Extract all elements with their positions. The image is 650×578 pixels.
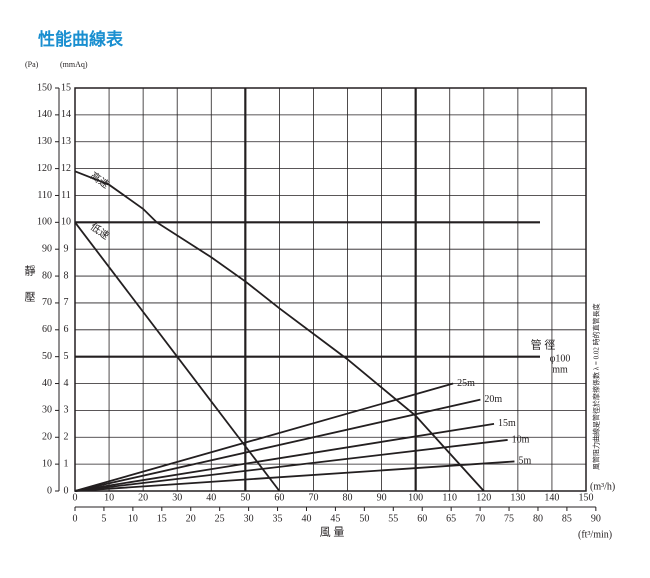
- x2-tick-label: 50: [359, 513, 369, 524]
- y2-tick-label: 40: [42, 378, 52, 389]
- y2-tick-label: 100: [37, 217, 52, 228]
- series-label: 15m: [498, 418, 516, 429]
- x2-tick-label: 10: [128, 513, 138, 524]
- x2-tick-label: 45: [330, 513, 340, 524]
- x2-tick-label: 25: [215, 513, 225, 524]
- note: 風管阻力曲線是管徑於摩擦係數 λ = 0.02 時的直管長度: [592, 303, 601, 470]
- series-label: 高速: [88, 169, 112, 191]
- y2-tick-label: 20: [42, 432, 52, 443]
- y2-tick-label: 0: [47, 485, 52, 496]
- y-tick-label: 8: [64, 270, 69, 281]
- y-tick-label: 14: [61, 109, 71, 120]
- y-tick-label: 2: [64, 432, 69, 443]
- y-tick-label: 7: [64, 297, 69, 308]
- y-tick-label: 13: [61, 136, 71, 147]
- y-tick-label: 9: [64, 243, 69, 254]
- series-line: [74, 170, 485, 492]
- diameter-label: φ100: [550, 353, 571, 364]
- series-label: 20m: [484, 394, 502, 405]
- pipe-label: 管 徑: [531, 338, 556, 352]
- y2-tick-label: 70: [42, 297, 52, 308]
- x-tick-label: 90: [377, 492, 387, 503]
- x2-unit: (ft³/min): [578, 529, 612, 540]
- y-tick-label: 5: [64, 351, 69, 362]
- x-tick-label: 80: [343, 492, 353, 503]
- diameter-unit: mm: [552, 364, 568, 375]
- y-tick-label: 4: [64, 378, 69, 389]
- x2-tick-label: 80: [533, 513, 543, 524]
- y2-tick-label: 120: [37, 163, 52, 174]
- y2-tick-label: 80: [42, 270, 52, 281]
- y2-tick-label: 60: [42, 324, 52, 335]
- y-tick-label: 0: [64, 485, 69, 496]
- y-tick-label: 11: [61, 190, 71, 201]
- y2-tick-label: 150: [37, 82, 52, 93]
- chart-title: 性能曲線表: [38, 29, 124, 50]
- x-tick-label: 50: [240, 492, 250, 503]
- x2-tick-label: 75: [504, 513, 514, 524]
- x2-tick-label: 70: [475, 513, 485, 524]
- y2-tick-label: 140: [37, 109, 52, 120]
- x-tick-label: 40: [206, 492, 216, 503]
- x-tick-label: 110: [442, 492, 457, 503]
- plot-frame: [74, 87, 587, 492]
- x-label: 風 量: [320, 526, 345, 539]
- series-label: 10m: [512, 434, 530, 445]
- x-tick-label: 30: [172, 492, 182, 503]
- y-tick-label: 3: [64, 405, 69, 416]
- y-tick-label: 10: [61, 217, 71, 228]
- series-line: [74, 221, 281, 492]
- x2-tick-label: 55: [388, 513, 398, 524]
- y-tick-label: 6: [64, 324, 69, 335]
- y2-tick-label: 130: [37, 136, 52, 147]
- x-tick-label: 70: [308, 492, 318, 503]
- x2-tick-label: 20: [186, 513, 196, 524]
- x2-tick-label: 5: [101, 513, 106, 524]
- series-line: [74, 422, 495, 492]
- y-tick-label: 15: [61, 82, 71, 93]
- x2-tick-label: 40: [301, 513, 311, 524]
- x2-tick-label: 30: [244, 513, 254, 524]
- x-tick-label: 130: [510, 492, 525, 503]
- x-tick-label: 60: [274, 492, 284, 503]
- series-line: [74, 382, 454, 492]
- y-unit: (mmAq): [60, 60, 88, 69]
- x-tick-label: 10: [104, 492, 114, 503]
- y-label-char: 壓: [25, 291, 36, 304]
- y2-tick-label: 110: [37, 190, 52, 201]
- x-tick-label: 140: [544, 492, 559, 503]
- x2-tick-label: 15: [157, 513, 167, 524]
- x2-tick-label: 90: [591, 513, 601, 524]
- x2-tick-label: 65: [446, 513, 456, 524]
- x-tick-label: 20: [138, 492, 148, 503]
- x-tick-label: 150: [579, 492, 594, 503]
- series-line: [74, 460, 515, 492]
- y-unit-left: (Pa): [25, 60, 39, 69]
- y-label-char: 靜: [25, 264, 36, 278]
- y2-tick-label: 90: [42, 243, 52, 254]
- y-tick-label: 12: [61, 163, 71, 174]
- y2-tick-label: 10: [42, 458, 52, 469]
- series-line: [74, 439, 508, 492]
- series-label: 5m: [518, 456, 531, 467]
- y-tick-label: 1: [64, 458, 69, 469]
- x2-tick-label: 0: [73, 513, 78, 524]
- x2-tick-label: 85: [562, 513, 572, 524]
- x-tick-label: 0: [73, 492, 78, 503]
- x-tick-label: 120: [476, 492, 491, 503]
- series-label: 25m: [457, 378, 475, 389]
- x2-tick-label: 60: [417, 513, 427, 524]
- x-tick-label: 100: [408, 492, 423, 503]
- y2-tick-label: 50: [42, 351, 52, 362]
- x2-tick-label: 35: [273, 513, 283, 524]
- y2-tick-label: 30: [42, 405, 52, 416]
- series-line: [74, 398, 481, 492]
- x-unit: (m³/h): [590, 481, 615, 492]
